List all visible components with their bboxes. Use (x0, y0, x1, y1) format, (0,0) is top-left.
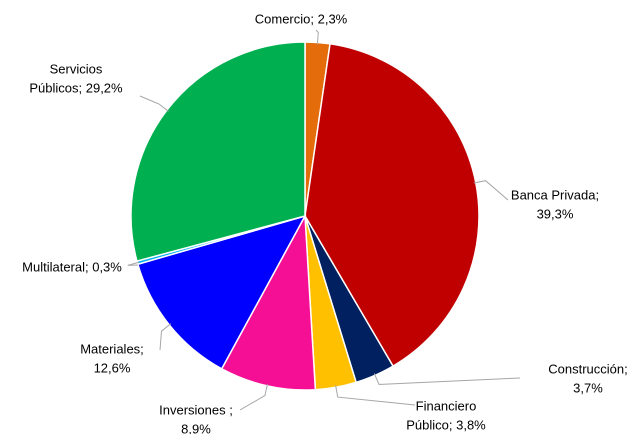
leader-line (315, 29, 319, 45)
data-label: 12,6% (94, 360, 131, 375)
leader-line (473, 180, 509, 201)
leader-line (239, 383, 269, 411)
data-label: Inversiones ; (159, 402, 233, 417)
leader-line (335, 385, 416, 406)
data-label: 8,9% (181, 421, 211, 434)
data-label: Servicios (50, 61, 103, 76)
data-label: Financiero (416, 398, 477, 413)
data-label: Comercio; 2,3% (255, 11, 348, 26)
data-label: Banca Privada; (511, 187, 599, 202)
data-label: Público; 3,8% (406, 417, 486, 432)
data-label: Públicos; 29,2% (29, 80, 123, 95)
leader-line (159, 323, 172, 351)
data-label: Multilateral; 0,3% (22, 259, 122, 274)
leader-line (139, 95, 169, 112)
data-label: 39,3% (537, 206, 574, 221)
data-label: Materiales; (80, 341, 144, 356)
leader-line (373, 373, 521, 385)
data-label: 3,7% (573, 380, 603, 395)
leader-line (127, 261, 140, 266)
data-label: Construcción; (548, 361, 627, 376)
